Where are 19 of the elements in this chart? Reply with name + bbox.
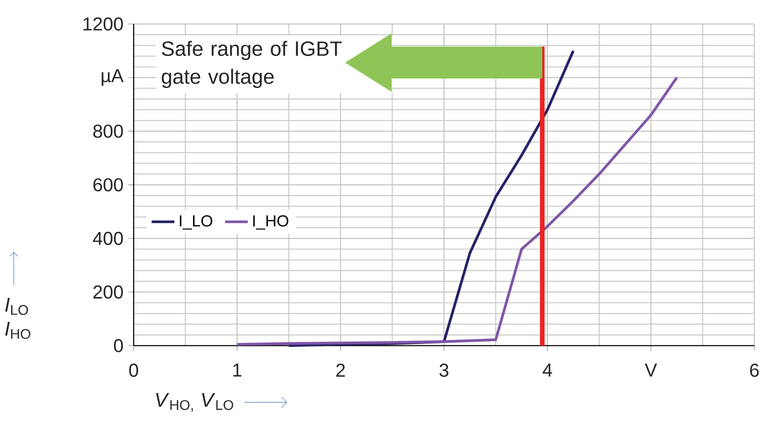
y-tick-label: 0 bbox=[114, 339, 123, 352]
y-tick-label: µA bbox=[102, 69, 124, 86]
y-tick-label: 1200 bbox=[84, 18, 123, 31]
y-tick-label: 400 bbox=[92, 232, 123, 246]
x-axis-title: V$_{HO,}$ V$_{LO}$ bbox=[156, 393, 234, 412]
x-tick-label: 1 bbox=[233, 364, 242, 377]
legend-label: I_HO bbox=[253, 215, 288, 230]
annotation: Safe range of IGBT gate voltage bbox=[162, 41, 342, 88]
x-tick-label: 6 bbox=[750, 364, 759, 378]
legend-label: I_LO bbox=[180, 215, 212, 230]
y-tick-label: 800 bbox=[93, 124, 123, 138]
x-tick-label: 3 bbox=[440, 364, 448, 378]
y-tick-label: 200 bbox=[93, 286, 123, 299]
x-tick-label: 2 bbox=[336, 364, 345, 377]
y-tick-label: 600 bbox=[93, 178, 123, 192]
x-tick-label: V bbox=[644, 364, 658, 377]
x-tick-label: 0 bbox=[129, 364, 138, 378]
y-axis-title: I$_{LO}$ I$_{HO}$ bbox=[5, 298, 30, 340]
x-tick-label: 4 bbox=[542, 364, 552, 377]
